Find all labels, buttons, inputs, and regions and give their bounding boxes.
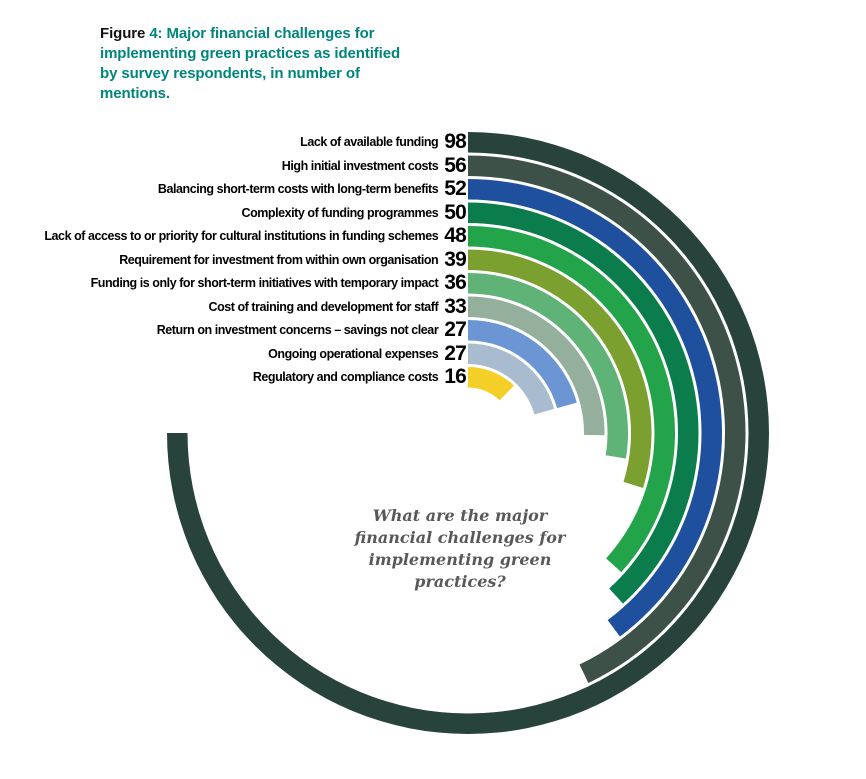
category-label: Lack of available funding xyxy=(300,135,439,150)
category-row: Ongoing operational expenses 27 xyxy=(268,341,467,366)
arc-segment xyxy=(468,343,555,415)
arc-segment xyxy=(468,273,629,459)
category-label: Balancing short-term costs with long-ter… xyxy=(157,182,439,197)
category-row: Funding is only for short-term initiativ… xyxy=(90,271,467,295)
category-row: Return on investment concerns – savings … xyxy=(156,318,467,342)
category-label: Regulatory and compliance costs xyxy=(252,370,439,385)
category-value: 27 xyxy=(444,318,467,342)
category-row: Complexity of funding programmes 50 xyxy=(242,201,467,225)
category-value: 36 xyxy=(444,271,467,295)
category-value: 33 xyxy=(444,294,467,318)
arc-segment xyxy=(468,367,514,401)
category-label: Return on investment concerns – savings … xyxy=(156,323,439,338)
arc-segment xyxy=(468,320,577,409)
category-label: Cost of training and development for sta… xyxy=(208,299,439,314)
category-row: Cost of training and development for sta… xyxy=(209,295,467,319)
category-label: Funding is only for short-term initiativ… xyxy=(90,276,439,291)
category-label: Ongoing operational expenses xyxy=(268,346,439,361)
category-value: 50 xyxy=(444,200,467,224)
category-label: Requirement for investment from within o… xyxy=(119,252,439,267)
figure-title-text: 4: Major financial challenges for implem… xyxy=(100,25,401,102)
category-value: 98 xyxy=(444,130,467,154)
category-label: High initial investment costs xyxy=(281,158,439,173)
figure-title-prefix: Figure xyxy=(100,25,146,42)
arc-segment xyxy=(468,202,699,604)
category-row: Balancing short-term costs with long-ter… xyxy=(157,177,467,201)
arc-group xyxy=(167,132,769,734)
category-row: Lack of access to or priority for cultur… xyxy=(44,224,466,248)
center-question-text: What are the major financial challenges … xyxy=(354,506,566,591)
category-value: 27 xyxy=(444,341,467,365)
category-value: 48 xyxy=(444,224,467,248)
figure-title: Figure 4: Major financial challenges for… xyxy=(100,24,416,104)
category-row: Lack of available funding 98 xyxy=(300,130,467,154)
category-value: 16 xyxy=(444,365,467,389)
category-value: 39 xyxy=(444,247,467,271)
category-row: Regulatory and compliance costs 16 xyxy=(252,365,467,389)
category-value: 56 xyxy=(444,153,467,177)
category-label: Lack of access to or priority for cultur… xyxy=(44,229,439,244)
arc-segment xyxy=(468,296,605,436)
arc-segment xyxy=(468,226,676,573)
category-value: 52 xyxy=(444,177,467,201)
category-row: Requirement for investment from within o… xyxy=(119,247,467,272)
arc-segment xyxy=(468,179,723,637)
arc-segment xyxy=(468,249,652,489)
category-label: Complexity of funding programmes xyxy=(241,205,439,220)
category-row: High initial investment costs 56 xyxy=(281,153,467,178)
